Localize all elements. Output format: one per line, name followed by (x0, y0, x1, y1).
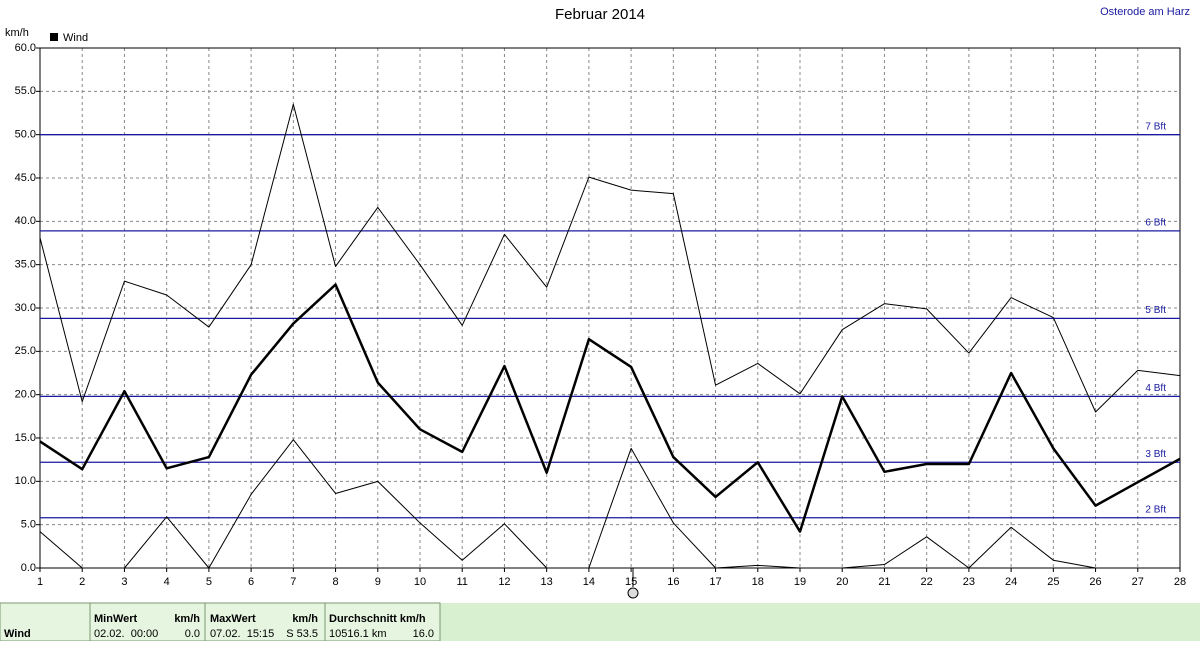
x-tick-label: 15 (625, 576, 637, 588)
reference-label: 2 Bft (1145, 504, 1166, 515)
footer-value: 0.0 (185, 628, 200, 640)
reference-label: 7 Bft (1145, 121, 1166, 132)
chart-title: Februar 2014 (555, 6, 645, 23)
x-tick-label: 20 (836, 576, 848, 588)
x-tick-label: 26 (1089, 576, 1101, 588)
series-line (39, 103, 1181, 413)
y-tick-label: 5.0 (21, 519, 36, 531)
reference-label: 6 Bft (1145, 218, 1166, 229)
cursor-handle[interactable] (627, 587, 639, 599)
x-tick-label: 1 (37, 576, 43, 588)
x-tick-label: 10 (414, 576, 426, 588)
x-tick-label: 3 (121, 576, 127, 588)
location: Osterode am Harz (1100, 6, 1190, 18)
footer-value: 10516.1 km (329, 628, 386, 640)
x-tick-label: 6 (248, 576, 254, 588)
x-tick-label: 24 (1005, 576, 1017, 588)
y-tick-label: 40.0 (15, 215, 36, 227)
x-tick-label: 2 (79, 576, 85, 588)
x-tick-label: 12 (498, 576, 510, 588)
x-tick-label: 9 (375, 576, 381, 588)
footer-header: km/h (174, 613, 200, 625)
x-tick-label: 23 (963, 576, 975, 588)
y-tick-label: 15.0 (15, 432, 36, 444)
x-tick-label: 21 (878, 576, 890, 588)
footer-table (0, 602, 441, 642)
series-line (39, 283, 1181, 533)
y-tick-label: 45.0 (15, 172, 36, 184)
reference-label: 3 Bft (1145, 449, 1166, 460)
legend-swatch (50, 33, 58, 41)
y-tick-label: 10.0 (15, 475, 36, 487)
x-tick-label: 5 (206, 576, 212, 588)
reference-label: 5 Bft (1145, 305, 1166, 316)
y-tick-label: 20.0 (15, 389, 36, 401)
x-tick-label: 19 (794, 576, 806, 588)
y-tick-label: 55.0 (15, 85, 36, 97)
footer-header: MaxWert (210, 613, 256, 625)
footer-value: S 53.5 (286, 628, 318, 640)
y-axis-label: km/h (5, 27, 29, 39)
x-tick-label: 22 (921, 576, 933, 588)
footer-value: 02.02. 00:00 (94, 628, 158, 640)
x-tick-label: 17 (709, 576, 721, 588)
x-tick-label: 18 (752, 576, 764, 588)
x-tick-label: 11 (457, 576, 468, 588)
x-tick-label: 25 (1047, 576, 1059, 588)
x-tick-label: 4 (164, 576, 170, 588)
y-tick-label: 30.0 (15, 302, 36, 314)
y-tick-label: 60.0 (15, 42, 36, 54)
footer-header: MinWert (94, 613, 138, 625)
y-tick-label: 25.0 (15, 345, 36, 357)
plot-frame (39, 47, 1181, 569)
footer-header: Durchschnitt km/h (329, 613, 426, 625)
x-tick-label: 14 (583, 576, 595, 588)
y-tick-label: 50.0 (15, 129, 36, 141)
y-tick-label: 0.0 (21, 562, 36, 574)
series-line (39, 439, 1096, 569)
x-tick-label: 7 (290, 576, 296, 588)
footer-value: 16.0 (413, 628, 434, 640)
x-tick-label: 13 (541, 576, 553, 588)
reference-label: 4 Bft (1145, 383, 1166, 394)
y-tick-label: 35.0 (15, 259, 36, 271)
x-tick-label: 8 (332, 576, 338, 588)
x-tick-label: 16 (667, 576, 679, 588)
x-tick-label: 28 (1174, 576, 1186, 588)
footer-value: 07.02. 15:15 (210, 628, 274, 640)
footer-header: km/h (292, 613, 318, 625)
footer-row-label: Wind (4, 628, 31, 640)
legend-label: Wind (63, 32, 88, 44)
x-tick-label: 27 (1132, 576, 1144, 588)
